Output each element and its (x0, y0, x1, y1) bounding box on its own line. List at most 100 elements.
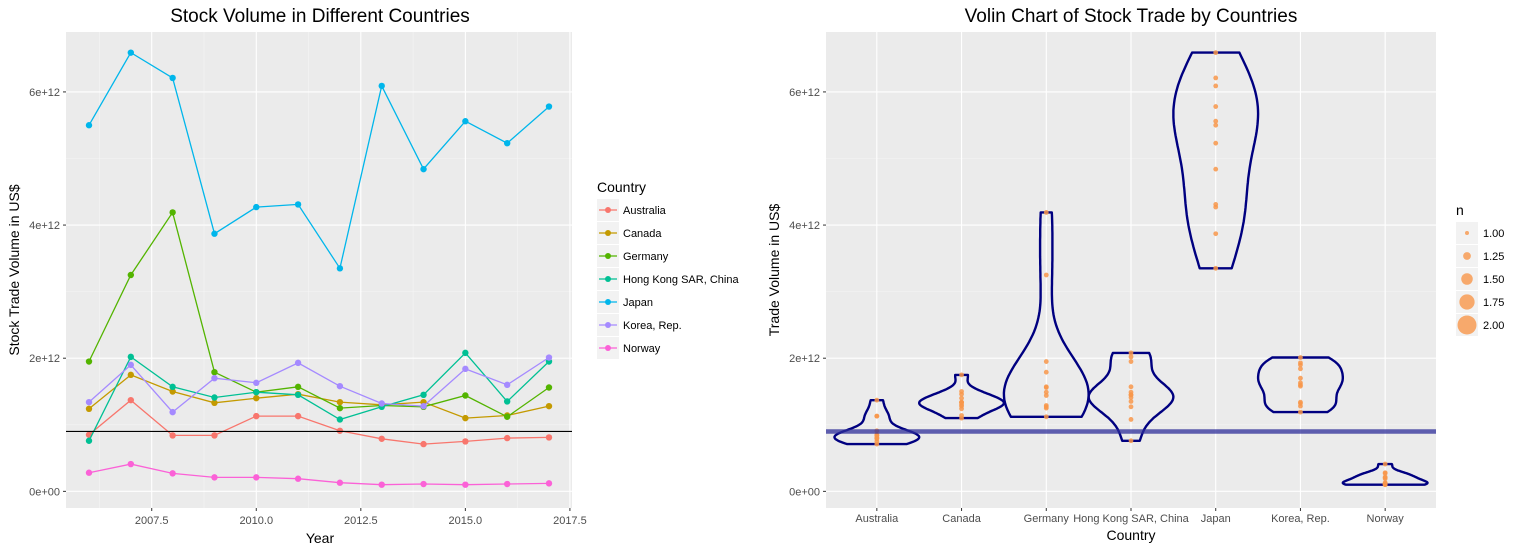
x-tick-label: Hong Kong SAR, China (1073, 513, 1189, 525)
violin-chart-panel: Volin Chart of Stock Trade by Countries … (766, 6, 1504, 543)
violin-point (959, 395, 964, 401)
data-point (211, 394, 218, 401)
data-point (462, 118, 469, 125)
line-plot-ticks: 0e+00 2e+12 4e+12 6e+12 2007.5 2010.0 2012.5 20… (29, 87, 587, 527)
violin-shape (1172, 51, 1260, 270)
legend-label: 1.25 (1483, 251, 1504, 263)
violin-shape (1256, 356, 1345, 414)
data-point (85, 358, 93, 365)
violin-shape (918, 373, 1006, 420)
data-point (211, 432, 218, 439)
data-point (127, 49, 135, 56)
violin-point (959, 403, 964, 409)
data-point (253, 388, 260, 396)
violin-point (1382, 480, 1388, 486)
data-point (294, 475, 302, 482)
violin-point (1213, 83, 1219, 89)
data-point (420, 480, 427, 488)
data-point (253, 379, 260, 387)
data-point (169, 209, 176, 216)
data-point (462, 349, 469, 357)
violin-point (874, 435, 880, 440)
violin-point (1213, 265, 1219, 271)
legend-size-point (1459, 294, 1475, 310)
legend-label: 1.00 (1483, 228, 1504, 240)
legend-key-point (605, 253, 611, 259)
series-line-germany (88, 210, 550, 418)
data-point (169, 408, 176, 416)
data-point (253, 474, 260, 481)
y-tick-label: 6e+12 (789, 87, 820, 99)
data-point (336, 382, 344, 390)
data-point (294, 412, 302, 420)
legend-size-point (1463, 252, 1471, 260)
data-point (503, 381, 511, 389)
data-point (127, 371, 135, 379)
data-point (503, 434, 511, 442)
data-point (336, 404, 344, 412)
legend-label: Japan (623, 297, 653, 309)
violin-point (1043, 414, 1049, 420)
violin-point (1128, 350, 1134, 356)
violin-point (1298, 403, 1303, 409)
legend-label: Australia (623, 205, 667, 217)
data-point (211, 230, 218, 237)
data-point (85, 469, 93, 476)
line-plot-grid (66, 32, 572, 508)
data-point (545, 384, 553, 391)
data-point (503, 398, 511, 405)
line-plot-background (66, 32, 572, 508)
violin-plot-grid (826, 32, 1436, 508)
data-point (211, 368, 218, 376)
series-line-australia (88, 399, 550, 445)
x-tick-label: Norway (1367, 513, 1405, 525)
violin-point (1043, 210, 1049, 215)
violin-point (1213, 231, 1219, 237)
data-point (420, 402, 427, 410)
violin-plot-marks (826, 50, 1436, 488)
data-point (503, 480, 511, 488)
legend-label: Germany (623, 251, 669, 263)
violin-point (1213, 122, 1219, 128)
violin-point (959, 413, 964, 418)
data-point (127, 271, 135, 279)
data-point (127, 361, 135, 369)
legend-label: Canada (623, 228, 662, 240)
data-point (294, 391, 302, 399)
x-tick-label: 2010.0 (239, 515, 273, 527)
violin-point (1128, 359, 1134, 364)
legend-label: Korea, Rep. (623, 320, 682, 332)
y-tick-label: 4e+12 (29, 220, 60, 232)
data-point (169, 383, 176, 391)
x-tick-label: 2007.5 (135, 515, 169, 527)
legend-key-point (605, 276, 611, 282)
legend-label: Hong Kong SAR, China (623, 274, 739, 286)
violin-shape (1087, 351, 1175, 442)
series-line-korea-rep- (88, 356, 550, 413)
violin-point (1298, 355, 1303, 360)
violin-point (1128, 354, 1134, 360)
data-point (253, 203, 260, 211)
x-tick-label: Germany (1024, 513, 1070, 525)
data-point (462, 481, 469, 488)
legend-label: Norway (623, 343, 661, 355)
violin-point (1043, 389, 1049, 395)
x-tick-label: 2015.0 (449, 515, 483, 527)
violin-point (1298, 382, 1303, 388)
violin-point (1043, 369, 1049, 375)
y-tick-label: 4e+12 (789, 220, 820, 232)
data-point (462, 365, 469, 373)
data-point (336, 398, 344, 406)
data-point (253, 394, 260, 402)
violin-point (1043, 359, 1049, 364)
violin-legend-title: n (1456, 202, 1464, 218)
y-tick-label: 0e+00 (29, 486, 60, 498)
violin-shape (1341, 462, 1429, 486)
violin-point (1298, 360, 1303, 366)
violin-point (1213, 118, 1219, 124)
y-tick-label: 6e+12 (29, 87, 60, 99)
data-point (545, 434, 553, 441)
data-point (85, 122, 93, 129)
violin-point (1128, 399, 1134, 404)
